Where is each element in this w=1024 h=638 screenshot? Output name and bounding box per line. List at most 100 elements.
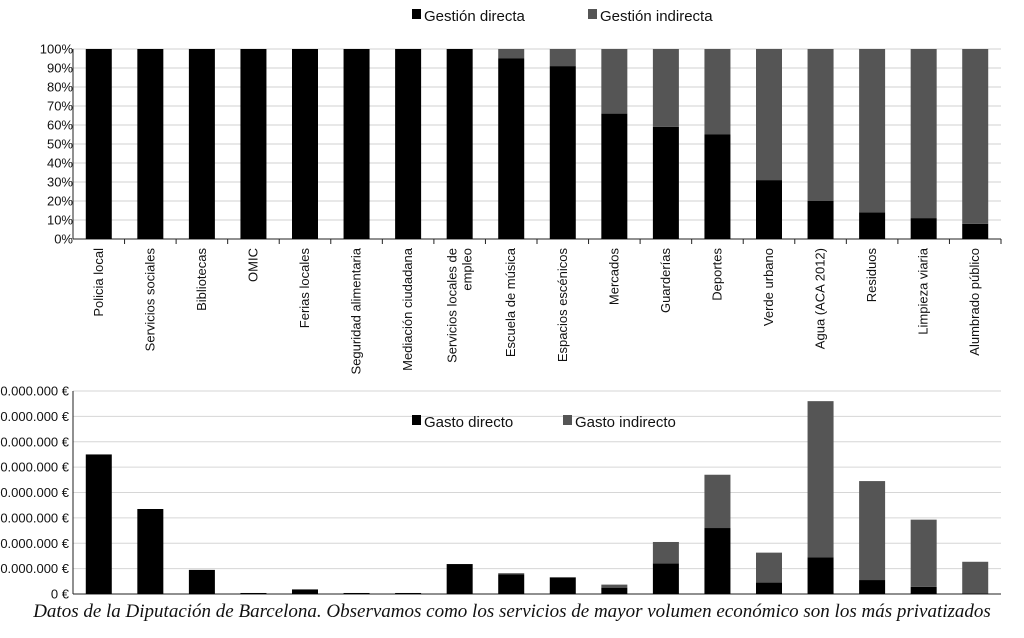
bar-indirect [704, 49, 731, 135]
bar-direct [652, 126, 679, 239]
category-label: Bibliotecas [194, 248, 209, 311]
category-label-line: Servicios locales de [445, 248, 460, 363]
y-tick-label: 50% [47, 137, 73, 152]
category-label: Escuela de música [503, 247, 518, 357]
bar-direct [85, 454, 112, 594]
category-label: Guarderías [658, 248, 673, 314]
legend-label-indirect: Gestión indirecta [600, 8, 713, 25]
bar-direct [498, 58, 525, 239]
category-label-line: empleo [460, 248, 475, 291]
y-tick-label: 300.000.000 € [0, 510, 70, 525]
category-label: Mediación ciudadana [400, 247, 415, 371]
bar-indirect [962, 49, 989, 224]
bar-direct [807, 557, 834, 594]
y-tick-label: 0% [54, 232, 73, 247]
bar-direct [962, 223, 989, 239]
y-tick-label: 90% [47, 61, 73, 76]
bar-direct [601, 113, 628, 239]
legend-swatch-indirect [588, 9, 597, 19]
y-tick-label: 600.000.000 € [0, 434, 70, 449]
bar-direct [292, 49, 318, 239]
bar-direct [188, 569, 215, 594]
bar-direct [756, 582, 782, 594]
category-label: Espacios escénicos [555, 248, 570, 363]
legend-label-direct: Gestión directa [424, 8, 526, 25]
category-label: Policia local [91, 248, 106, 317]
bar-direct [652, 563, 679, 594]
bar-indirect [910, 519, 937, 587]
bar-direct [704, 528, 731, 594]
bar-indirect [549, 49, 576, 67]
category-label: Verde urbano [761, 248, 776, 326]
bar-direct [292, 589, 318, 594]
management-percent-chart: 0% 10% 20% 30% 40% 50% 60% 70% 80% 90% 100% Policia… [40, 8, 1002, 374]
bar-direct [188, 49, 215, 239]
y-tick-label: 100.000.000 € [0, 561, 70, 576]
bar-direct [240, 592, 267, 594]
y-tick-label: 800.000.000 € [0, 384, 70, 399]
y-tick-label: 100% [40, 42, 74, 57]
bar-direct [395, 592, 422, 594]
y-tick-label: 40% [47, 156, 73, 171]
category-label: Residuos [864, 248, 879, 303]
bar-direct [549, 66, 576, 239]
y-tick-label: 60% [47, 118, 73, 133]
y-tick-label: 400.000.000 € [0, 485, 70, 500]
bar-indirect [601, 584, 628, 588]
bar-indirect [756, 49, 782, 181]
y-tick-label: 80% [47, 80, 73, 95]
bar-indirect [859, 481, 886, 581]
bar-indirect [498, 573, 525, 575]
bar-indirect [807, 49, 834, 201]
category-label: OMIC [245, 248, 260, 282]
bar-direct [910, 586, 937, 594]
category-label: Mercados [606, 248, 621, 306]
y-tick-label: 10% [47, 213, 73, 228]
bar-indirect [859, 49, 886, 213]
bar-indirect [807, 401, 834, 558]
bar-direct [446, 564, 473, 594]
category-label: Limpieza viaria [916, 247, 931, 334]
category-label: Ferias locales [297, 248, 312, 329]
bar-direct [807, 201, 834, 239]
bar-direct [859, 580, 886, 594]
bar-direct [962, 593, 989, 594]
bar-indirect [652, 541, 679, 564]
bar-indirect [910, 49, 937, 219]
bar-direct [756, 180, 782, 239]
bar-direct [704, 134, 731, 239]
bar-indirect [549, 576, 576, 578]
bar-indirect [652, 49, 679, 127]
bar-indirect [601, 49, 628, 114]
bar-direct [910, 218, 937, 239]
bar-direct [395, 49, 422, 239]
bar-indirect [962, 561, 989, 594]
category-label: Agua (ACA 2012) [813, 248, 828, 349]
figure-caption: Datos de la Diputación de Barcelona. Obs… [33, 601, 991, 622]
legend-swatch-indirect [563, 415, 572, 425]
bar-direct [498, 574, 525, 594]
bar-indirect [498, 49, 525, 59]
bar-direct [137, 49, 164, 239]
legend-swatch-direct [412, 415, 421, 425]
bar-direct [85, 49, 112, 239]
expenditure-chart: 0 € 100.000.000 € 200.000.000 € 300.000.000… [0, 384, 1001, 602]
category-label: Seguridad alimentaria [349, 247, 364, 374]
y-tick-label: 0 € [51, 587, 70, 602]
bar-direct [446, 49, 473, 239]
bar-direct [343, 49, 370, 239]
bar-direct [549, 577, 576, 594]
category-label: Deportes [709, 248, 724, 301]
bar-direct [137, 508, 164, 594]
bar-indirect [756, 552, 782, 583]
y-tick-label: 20% [47, 194, 73, 209]
legend-swatch-direct [412, 9, 421, 19]
category-label: Servicios locales deempleo [445, 248, 475, 363]
category-label: Servicios sociales [142, 248, 157, 352]
bar-direct [343, 592, 370, 594]
bar-direct [240, 49, 267, 239]
legend-label-indirect: Gasto indirecto [575, 414, 676, 431]
bar-direct [859, 212, 886, 239]
y-tick-label: 200.000.000 € [0, 536, 70, 551]
